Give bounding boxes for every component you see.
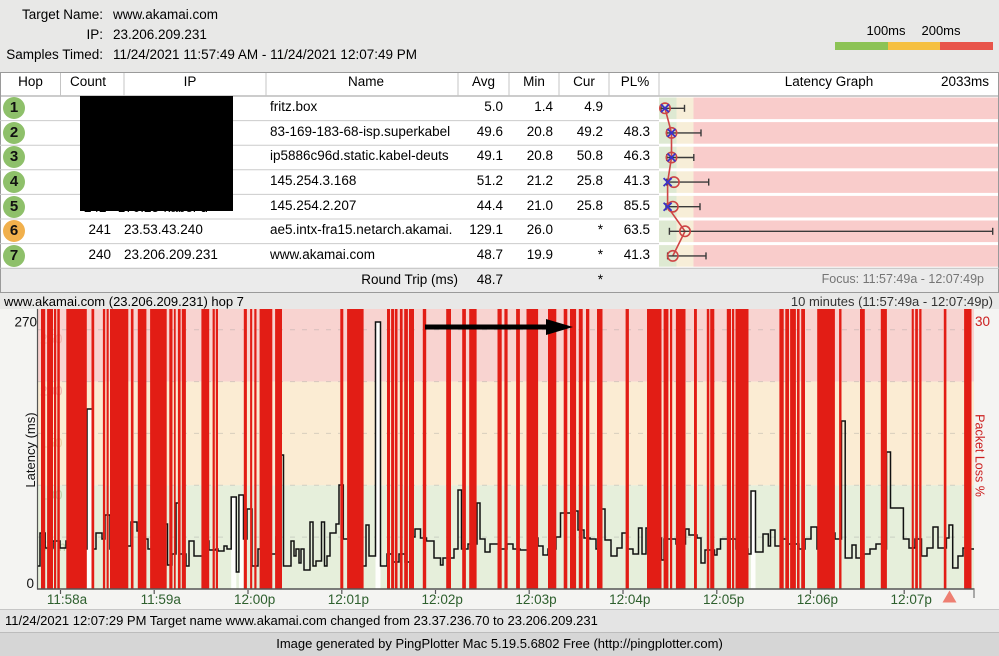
svg-text:12:05p: 12:05p bbox=[703, 592, 744, 607]
svg-text:12:00p: 12:00p bbox=[234, 592, 275, 607]
svg-text:12:06p: 12:06p bbox=[797, 592, 838, 607]
svg-text:270: 270 bbox=[14, 315, 37, 330]
svg-text:0: 0 bbox=[26, 576, 34, 591]
svg-text:11:59a: 11:59a bbox=[141, 592, 182, 607]
svg-text:Packet Loss %: Packet Loss % bbox=[973, 414, 987, 497]
svg-text:12:07p: 12:07p bbox=[891, 592, 932, 607]
svg-text:12:01p: 12:01p bbox=[328, 592, 369, 607]
svg-text:12:03p: 12:03p bbox=[515, 592, 556, 607]
svg-text:12:02p: 12:02p bbox=[422, 592, 463, 607]
svg-text:Latency (ms): Latency (ms) bbox=[23, 412, 38, 487]
svg-text:12:04p: 12:04p bbox=[609, 592, 650, 607]
svg-text:30: 30 bbox=[975, 314, 990, 329]
svg-text:11:58a: 11:58a bbox=[47, 592, 88, 607]
